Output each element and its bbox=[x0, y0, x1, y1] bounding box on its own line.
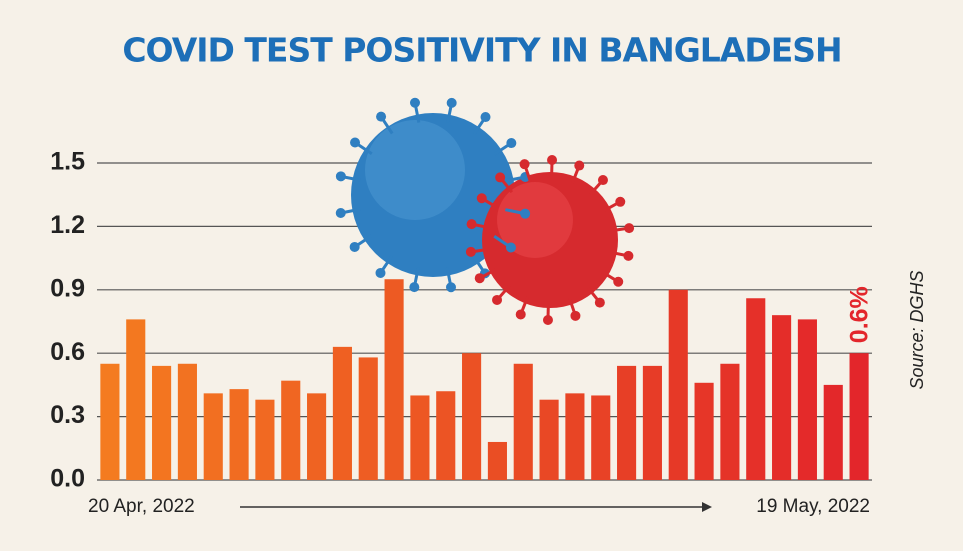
bar bbox=[668, 289, 688, 480]
virus-spike bbox=[355, 142, 373, 156]
virus-spike-tip bbox=[465, 246, 476, 257]
virus-spike-tip bbox=[520, 208, 531, 219]
bar bbox=[487, 441, 507, 480]
bar bbox=[358, 357, 378, 480]
bar bbox=[177, 363, 197, 480]
bar bbox=[100, 363, 120, 480]
virus-spike-tip bbox=[350, 137, 361, 148]
y-tick-label: 0.6 bbox=[50, 338, 85, 366]
virus-illustration bbox=[335, 97, 635, 325]
y-tick-label: 1.2 bbox=[50, 211, 85, 239]
virus-spike-tip bbox=[476, 193, 487, 204]
virus-spike-tip bbox=[376, 111, 387, 122]
bar bbox=[849, 353, 869, 480]
arrow-head bbox=[702, 502, 712, 512]
bar bbox=[332, 346, 352, 480]
virus-spike-tip bbox=[409, 97, 420, 108]
virus-spike-tip bbox=[570, 310, 581, 321]
bar bbox=[642, 365, 662, 480]
virus-spike bbox=[355, 234, 373, 248]
bars bbox=[100, 279, 869, 480]
virus-spike-tip bbox=[349, 241, 360, 252]
virus-spike-tip bbox=[492, 294, 503, 305]
bar bbox=[720, 363, 740, 480]
virus-spike-tip bbox=[597, 175, 608, 186]
bar bbox=[281, 380, 301, 480]
bar bbox=[694, 382, 714, 480]
virus-spike bbox=[472, 255, 486, 273]
bar bbox=[772, 315, 792, 480]
bar bbox=[384, 279, 404, 480]
bar bbox=[539, 399, 559, 480]
virus-spike bbox=[380, 255, 394, 273]
bar bbox=[229, 389, 249, 480]
bar bbox=[746, 298, 766, 480]
bar bbox=[617, 365, 637, 480]
chart-title: COVID TEST POSITIVITY IN BANGLADESH bbox=[122, 31, 841, 70]
virus-spike bbox=[493, 142, 511, 156]
virus-spike-tip bbox=[624, 223, 635, 234]
virus-spike bbox=[342, 175, 361, 182]
virus-spike bbox=[413, 267, 420, 286]
bar bbox=[152, 365, 172, 480]
bar bbox=[565, 393, 585, 480]
virus-spike bbox=[505, 208, 524, 215]
virus-spike-tip bbox=[446, 282, 457, 293]
virus-red-highlight bbox=[497, 182, 573, 258]
x-tick-label: 20 Apr, 2022 bbox=[88, 496, 195, 517]
y-tick-label: 0.3 bbox=[50, 401, 85, 429]
virus-spike bbox=[445, 267, 453, 286]
bar bbox=[823, 384, 843, 480]
virus-blue-highlight bbox=[365, 120, 465, 220]
virus-spike-tip bbox=[409, 282, 420, 293]
bar bbox=[436, 391, 456, 480]
bar bbox=[797, 319, 817, 480]
virus-spike bbox=[446, 104, 453, 123]
bar bbox=[203, 393, 223, 480]
bar bbox=[255, 399, 275, 480]
bar bbox=[126, 319, 146, 480]
virus-spike bbox=[493, 234, 511, 248]
virus-spike-tip bbox=[542, 314, 553, 325]
virus-spike-tip bbox=[506, 138, 517, 149]
virus-spike bbox=[380, 117, 394, 135]
virus-spike-tip bbox=[335, 171, 346, 182]
x-tick-label: 19 May, 2022 bbox=[756, 496, 870, 517]
y-tick-label: 0.9 bbox=[50, 274, 85, 302]
bar bbox=[513, 363, 533, 480]
y-tick-label: 1.5 bbox=[50, 148, 85, 176]
virus-spike-tip bbox=[335, 208, 346, 219]
virus-spike-tip bbox=[446, 97, 457, 108]
virus-spike-tip bbox=[375, 267, 386, 278]
value-label: 0.6% bbox=[846, 286, 874, 343]
grid: 0.0 0.3 0.6 0.9 1.2 1.5 bbox=[50, 148, 872, 493]
virus-spike-tip bbox=[623, 250, 634, 261]
virus-spike-tip bbox=[495, 172, 506, 183]
virus-spike-tip bbox=[613, 276, 624, 287]
bar bbox=[410, 395, 430, 480]
virus-spike-tip bbox=[505, 242, 516, 253]
virus-spike-tip bbox=[574, 160, 585, 171]
bar bbox=[591, 395, 611, 480]
virus-spike bbox=[342, 207, 361, 215]
virus-spike-tip bbox=[615, 196, 626, 207]
virus-spike-tip bbox=[515, 309, 526, 320]
virus-spike-tip bbox=[480, 112, 491, 123]
virus-spike bbox=[505, 175, 524, 183]
virus-spike-tip bbox=[594, 297, 605, 308]
virus-spike-tip bbox=[466, 219, 477, 230]
bar bbox=[307, 393, 327, 480]
bar bbox=[462, 353, 482, 480]
virus-spike-tip bbox=[547, 155, 558, 166]
virus-spike bbox=[413, 104, 421, 123]
virus-spike-tip bbox=[519, 159, 530, 170]
y-tick-label: 0.0 bbox=[50, 465, 85, 493]
virus-spike bbox=[472, 117, 486, 135]
source: Source: DGHS bbox=[907, 270, 927, 389]
virus-spike-tip bbox=[474, 273, 485, 284]
